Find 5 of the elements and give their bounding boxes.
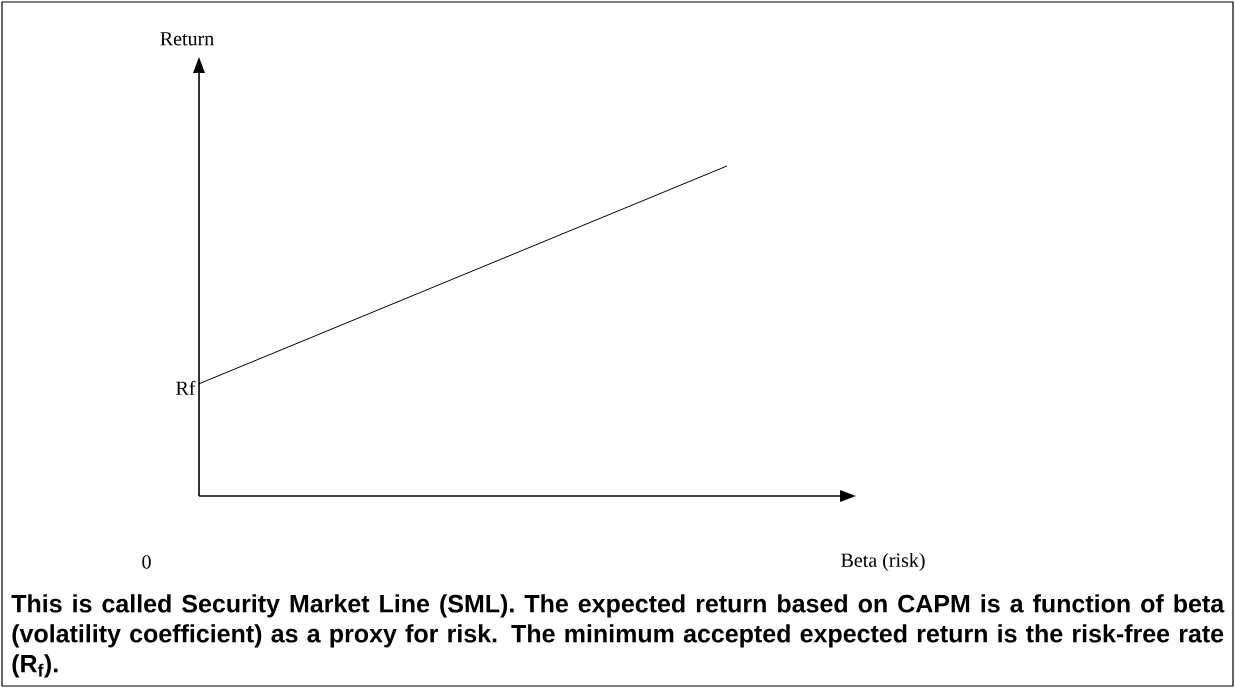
x-axis-title: Beta (risk) — [841, 552, 925, 572]
text: Rf — [176, 380, 196, 395]
text: 0 — [142, 555, 151, 569]
text: Return — [160, 32, 214, 46]
text: This is called Security Market Line (SML). The expected return based on CAPM is a function of beta (volatility coefficient) as a proxy for risk. The minimum accepted expected return is the risk-free rate (R$_{f}$). — [11, 594, 1225, 678]
